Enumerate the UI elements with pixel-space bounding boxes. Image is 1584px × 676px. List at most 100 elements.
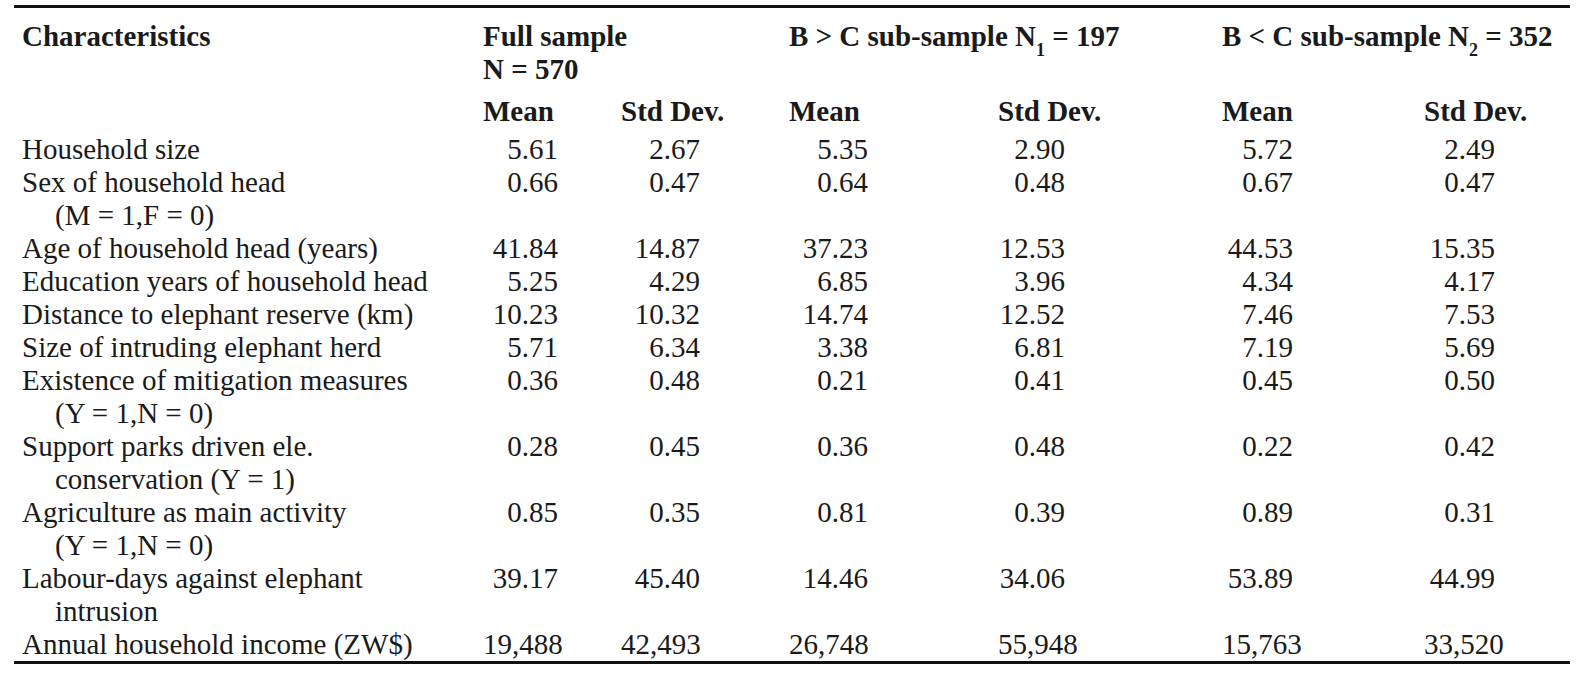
col-header-characteristics: Characteristics — [14, 7, 483, 134]
row-label: Existence of mitigation measures — [22, 364, 483, 397]
cell-b-lt-c-mean: 53.89 — [1222, 562, 1424, 628]
col-header-b-gt-c-subsample: B > C sub-sample N1 = 197 — [789, 7, 1222, 87]
cell-b-gt-c-mean: 6.85 — [789, 265, 998, 298]
b-gt-c-title-suffix: = 197 — [1045, 20, 1120, 52]
cell-full-mean: 10.23 — [483, 298, 621, 331]
b-lt-c-title-prefix: B < C sub-sample N — [1222, 20, 1469, 52]
cell-b-gt-c-mean: 26,748 — [789, 628, 998, 663]
full-sample-mean-header: Mean — [483, 86, 621, 133]
table-row: Distance to elephant reserve (km) 10.23 … — [14, 298, 1570, 331]
row-label-cell: Age of household head (years) — [14, 232, 483, 265]
row-label: Annual household income (ZW$) — [22, 628, 483, 661]
b-gt-c-n-subscript: 1 — [1036, 40, 1045, 60]
cell-full-std: 10.32 — [621, 298, 789, 331]
row-label: Age of household head (years) — [22, 232, 483, 265]
cell-b-lt-c-std: 44.99 — [1424, 562, 1570, 628]
b-lt-c-title-suffix: = 352 — [1478, 20, 1553, 52]
cell-full-std: 42,493 — [621, 628, 789, 663]
cell-full-std: 0.48 — [621, 364, 789, 430]
cell-b-gt-c-std: 0.39 — [998, 496, 1222, 562]
cell-b-gt-c-std: 34.06 — [998, 562, 1222, 628]
table-row: Education years of household head 5.25 4… — [14, 265, 1570, 298]
cell-b-gt-c-mean: 0.21 — [789, 364, 998, 430]
cell-b-lt-c-mean: 0.22 — [1222, 430, 1424, 496]
table-row: Annual household income (ZW$) 19,488 42,… — [14, 628, 1570, 663]
cell-b-lt-c-std: 0.50 — [1424, 364, 1570, 430]
cell-b-gt-c-mean: 14.74 — [789, 298, 998, 331]
cell-full-std: 2.67 — [621, 133, 789, 166]
cell-full-mean: 19,488 — [483, 628, 621, 663]
b-lt-c-mean-header: Mean — [1222, 86, 1424, 133]
b-gt-c-title-prefix: B > C sub-sample N — [789, 20, 1036, 52]
cell-full-mean: 0.85 — [483, 496, 621, 562]
cell-b-lt-c-std: 7.53 — [1424, 298, 1570, 331]
row-label-cell: Support parks driven ele.conservation (Y… — [14, 430, 483, 496]
cell-full-std: 0.47 — [621, 166, 789, 232]
cell-b-lt-c-mean: 15,763 — [1222, 628, 1424, 663]
full-sample-std-header: Std Dev. — [621, 86, 789, 133]
cell-b-lt-c-mean: 44.53 — [1222, 232, 1424, 265]
row-label-cell: Annual household income (ZW$) — [14, 628, 483, 663]
cell-b-lt-c-mean: 5.72 — [1222, 133, 1424, 166]
table-row: Labour-days against elephantintrusion 39… — [14, 562, 1570, 628]
row-label: Labour-days against elephant — [22, 562, 483, 595]
row-label: Household size — [22, 133, 483, 166]
cell-b-gt-c-std: 0.48 — [998, 430, 1222, 496]
cell-full-mean: 0.28 — [483, 430, 621, 496]
col-header-b-lt-c-subsample: B < C sub-sample N2 = 352 — [1222, 7, 1570, 87]
cell-full-std: 0.35 — [621, 496, 789, 562]
cell-b-gt-c-std: 0.41 — [998, 364, 1222, 430]
cell-b-gt-c-std: 0.48 — [998, 166, 1222, 232]
cell-b-gt-c-std: 3.96 — [998, 265, 1222, 298]
cell-b-lt-c-std: 2.49 — [1424, 133, 1570, 166]
cell-b-gt-c-mean: 0.81 — [789, 496, 998, 562]
row-label-continuation: intrusion — [22, 595, 483, 628]
row-label: Agriculture as main activity — [22, 496, 483, 529]
row-label-cell: Sex of household head(M = 1,F = 0) — [14, 166, 483, 232]
row-label-cell: Size of intruding elephant herd — [14, 331, 483, 364]
row-label-cell: Household size — [14, 133, 483, 166]
group-header-row: Characteristics Full sampleN = 570 B > C… — [14, 7, 1570, 87]
cell-b-lt-c-std: 0.31 — [1424, 496, 1570, 562]
row-label: Support parks driven ele. — [22, 430, 483, 463]
row-label-cell: Existence of mitigation measures(Y = 1,N… — [14, 364, 483, 430]
row-label: Sex of household head — [22, 166, 483, 199]
b-gt-c-title: B > C sub-sample N1 = 197 — [789, 20, 1119, 52]
cell-full-mean: 5.61 — [483, 133, 621, 166]
row-label-cell: Distance to elephant reserve (km) — [14, 298, 483, 331]
paper-table-page: Characteristics Full sampleN = 570 B > C… — [0, 0, 1584, 664]
full-sample-title-line2: N = 570 — [483, 53, 789, 86]
cell-full-std: 6.34 — [621, 331, 789, 364]
table-row: Sex of household head(M = 1,F = 0) 0.66 … — [14, 166, 1570, 232]
cell-full-mean: 39.17 — [483, 562, 621, 628]
cell-full-mean: 5.25 — [483, 265, 621, 298]
b-lt-c-n-subscript: 2 — [1469, 40, 1478, 60]
row-label-continuation: (Y = 1,N = 0) — [22, 397, 483, 430]
cell-full-std: 14.87 — [621, 232, 789, 265]
row-label-continuation: (M = 1,F = 0) — [22, 199, 483, 232]
cell-b-gt-c-std: 6.81 — [998, 331, 1222, 364]
cell-b-lt-c-std: 15.35 — [1424, 232, 1570, 265]
cell-full-mean: 0.66 — [483, 166, 621, 232]
row-label: Education years of household head — [22, 265, 483, 298]
cell-b-lt-c-std: 0.42 — [1424, 430, 1570, 496]
table-row: Existence of mitigation measures(Y = 1,N… — [14, 364, 1570, 430]
row-label: Size of intruding elephant herd — [22, 331, 483, 364]
table-row: Support parks driven ele.conservation (Y… — [14, 430, 1570, 496]
cell-b-lt-c-mean: 0.67 — [1222, 166, 1424, 232]
cell-full-mean: 41.84 — [483, 232, 621, 265]
cell-b-lt-c-mean: 7.19 — [1222, 331, 1424, 364]
cell-b-lt-c-mean: 7.46 — [1222, 298, 1424, 331]
table-row: Age of household head (years) 41.84 14.8… — [14, 232, 1570, 265]
cell-b-gt-c-mean: 0.36 — [789, 430, 998, 496]
cell-b-lt-c-std: 33,520 — [1424, 628, 1570, 663]
table-row: Size of intruding elephant herd 5.71 6.3… — [14, 331, 1570, 364]
cell-b-lt-c-std: 5.69 — [1424, 331, 1570, 364]
cell-full-std: 45.40 — [621, 562, 789, 628]
cell-full-mean: 0.36 — [483, 364, 621, 430]
cell-b-gt-c-mean: 5.35 — [789, 133, 998, 166]
cell-b-gt-c-std: 12.53 — [998, 232, 1222, 265]
cell-b-gt-c-std: 12.52 — [998, 298, 1222, 331]
b-lt-c-title: B < C sub-sample N2 = 352 — [1222, 20, 1552, 52]
characteristics-label: Characteristics — [22, 20, 210, 52]
